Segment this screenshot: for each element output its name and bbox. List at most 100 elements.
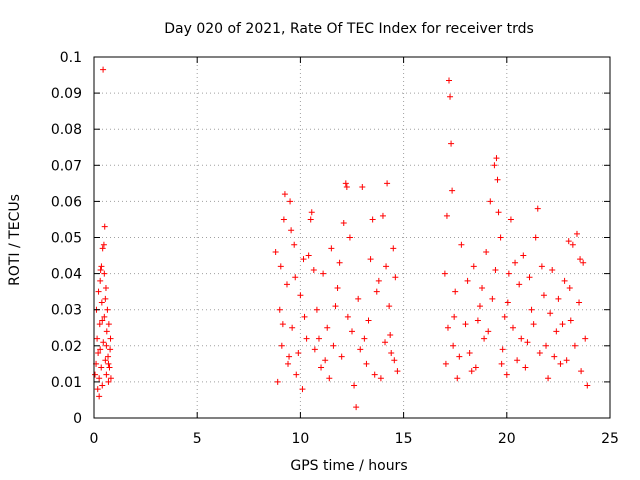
data-point	[584, 382, 591, 389]
data-point	[287, 198, 294, 205]
data-point	[557, 360, 564, 367]
data-point	[540, 292, 547, 299]
data-point	[99, 317, 106, 324]
data-point	[105, 378, 112, 385]
data-point	[324, 324, 331, 331]
data-point	[373, 288, 380, 295]
data-point	[388, 350, 395, 357]
data-point	[494, 176, 501, 183]
data-point	[361, 335, 368, 342]
data-point	[462, 321, 469, 328]
data-point	[367, 256, 374, 263]
data-point	[311, 346, 318, 353]
data-point	[375, 277, 382, 284]
data-point	[343, 183, 350, 190]
data-point	[391, 357, 398, 364]
data-point	[504, 299, 511, 306]
data-point	[101, 313, 108, 320]
data-point	[98, 299, 105, 306]
data-point	[543, 342, 550, 349]
data-point	[571, 342, 578, 349]
x-tick-label: 15	[395, 431, 413, 447]
data-point	[101, 270, 108, 277]
data-point	[102, 285, 109, 292]
data-point	[377, 375, 384, 382]
data-point	[489, 295, 496, 302]
data-point	[103, 371, 110, 378]
data-point	[289, 324, 296, 331]
data-point	[447, 93, 454, 100]
plot-frame	[93, 56, 611, 419]
data-point	[99, 382, 106, 389]
data-point	[451, 313, 458, 320]
data-point	[100, 66, 107, 73]
data-point	[452, 288, 459, 295]
data-point	[443, 212, 450, 219]
x-tick-label: 20	[498, 431, 516, 447]
data-point	[96, 321, 103, 328]
data-point	[351, 382, 358, 389]
data-point	[470, 263, 477, 270]
data-point	[492, 266, 499, 273]
data-point	[308, 209, 315, 216]
data-point	[458, 241, 465, 248]
data-point	[349, 328, 355, 335]
data-point	[516, 281, 523, 288]
data-point	[297, 292, 304, 299]
data-point	[520, 252, 527, 259]
data-point	[382, 339, 389, 346]
data-point	[507, 216, 514, 223]
data-point	[332, 303, 339, 310]
data-point	[99, 245, 106, 252]
data-point	[559, 321, 566, 328]
data-point	[549, 266, 556, 273]
x-tick-label: 25	[601, 431, 619, 447]
data-point	[279, 321, 286, 328]
data-point	[450, 342, 457, 349]
data-point	[105, 321, 112, 328]
data-point	[576, 299, 583, 306]
data-point	[94, 386, 101, 393]
data-point	[474, 317, 481, 324]
data-point	[528, 306, 535, 313]
data-point	[96, 393, 103, 400]
y-tick-label: 0.06	[51, 194, 82, 210]
data-point	[359, 183, 366, 190]
y-tick-label: 0.08	[51, 122, 82, 138]
y-tick-label: 0.01	[51, 375, 82, 391]
data-point	[493, 155, 500, 162]
data-point	[340, 220, 347, 227]
data-point	[107, 335, 114, 342]
data-point	[553, 328, 560, 335]
x-tick-label: 0	[90, 431, 99, 447]
data-point	[105, 360, 112, 367]
data-point	[344, 313, 351, 320]
data-point	[346, 234, 353, 241]
data-point	[485, 328, 492, 335]
data-point	[567, 317, 574, 324]
data-point	[379, 212, 386, 219]
data-point	[95, 350, 102, 357]
data-point	[281, 191, 288, 198]
data-point	[464, 277, 471, 284]
data-point	[315, 335, 322, 342]
data-point	[310, 266, 317, 273]
y-tick-label: 0.03	[51, 303, 82, 319]
data-point	[307, 216, 314, 223]
data-point	[530, 321, 537, 328]
data-point	[98, 263, 105, 270]
data-point	[522, 364, 529, 371]
data-point	[498, 360, 505, 367]
data-point	[326, 375, 333, 382]
data-point	[107, 375, 114, 382]
data-point	[305, 252, 312, 259]
data-point	[100, 241, 107, 248]
y-tick-label: 0.07	[51, 158, 82, 174]
data-point	[363, 360, 370, 367]
data-point	[369, 216, 376, 223]
data-point	[277, 263, 284, 270]
data-point	[547, 310, 554, 317]
data-point	[569, 241, 576, 248]
data-point	[292, 274, 299, 281]
